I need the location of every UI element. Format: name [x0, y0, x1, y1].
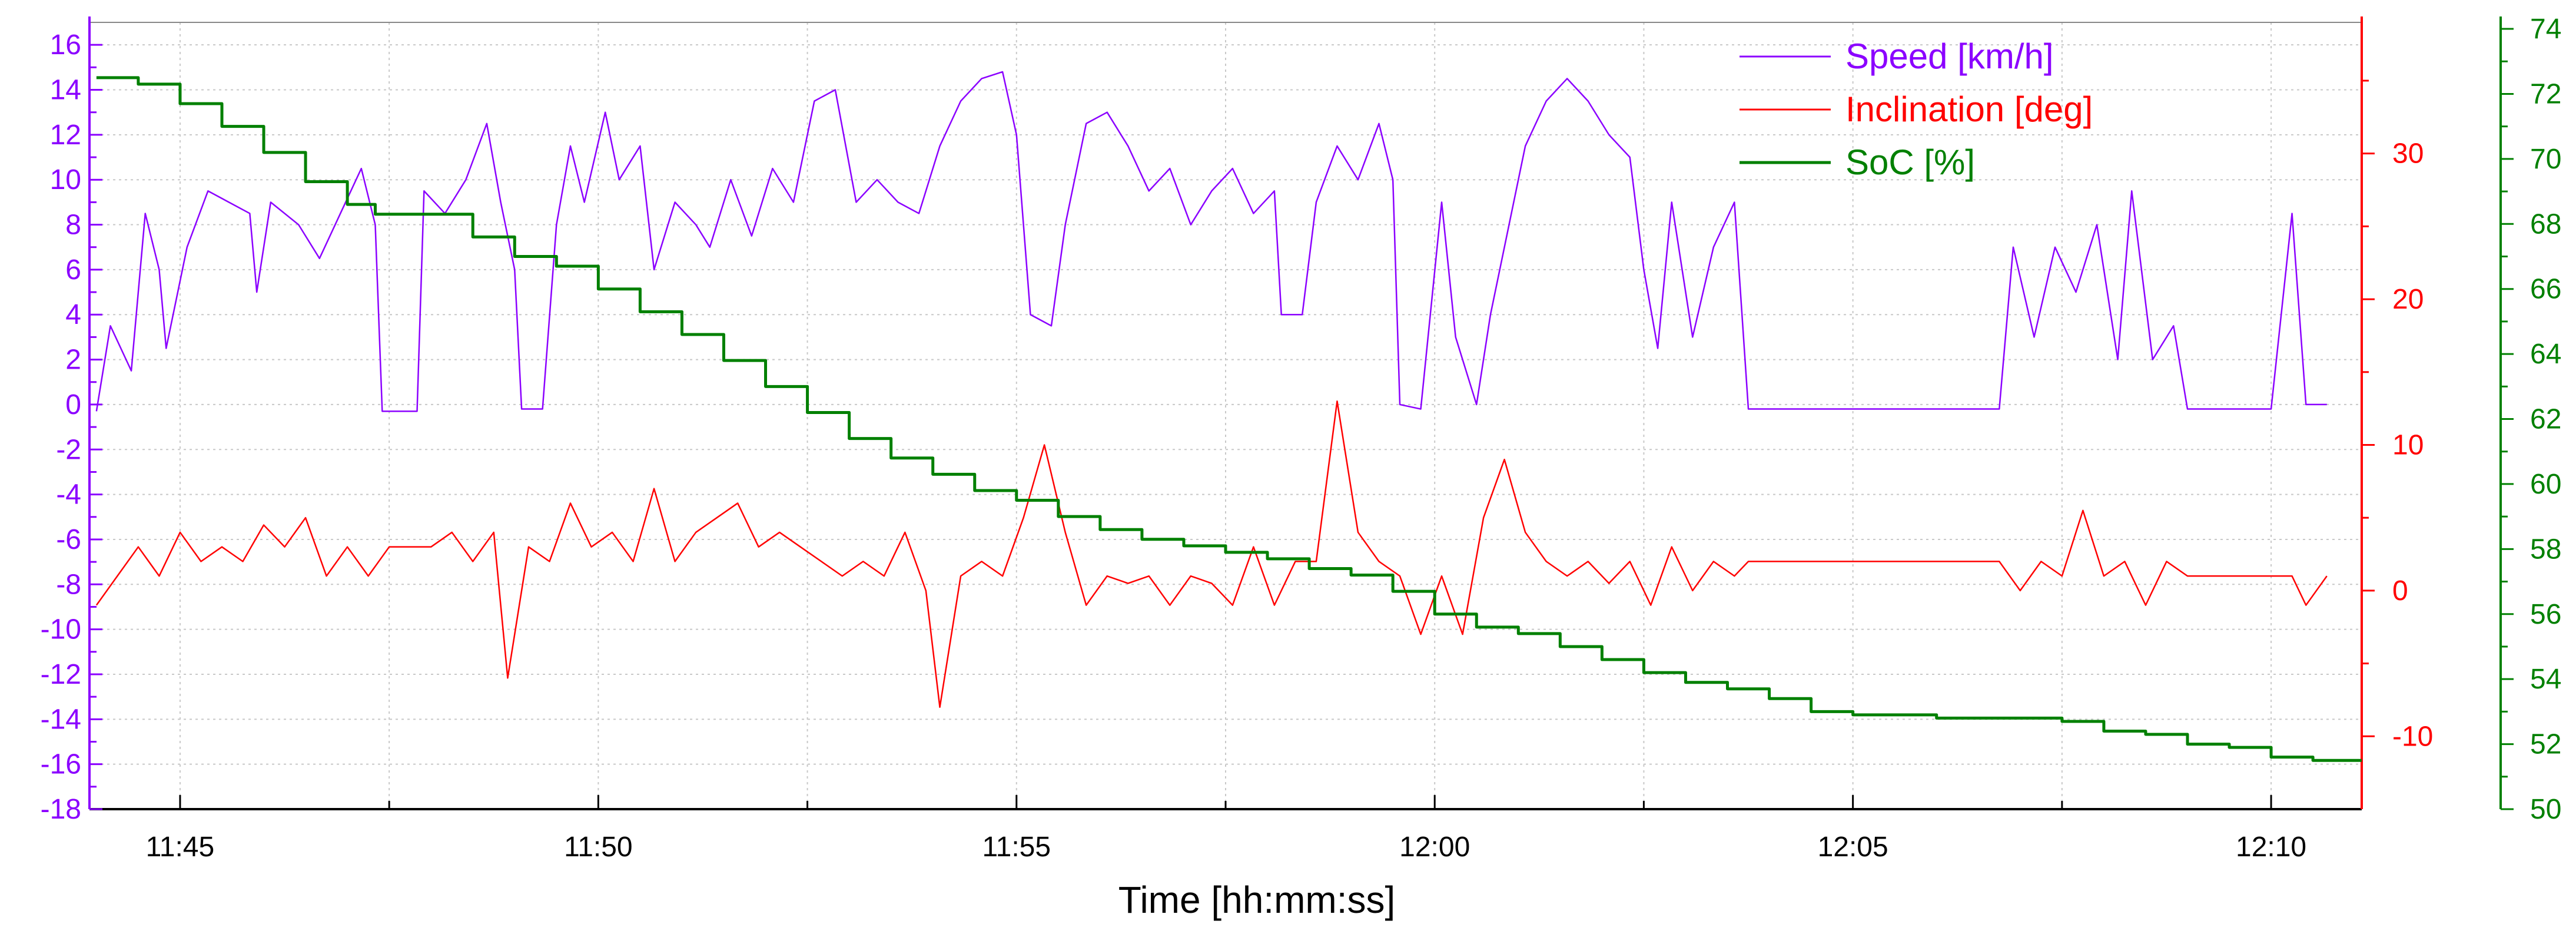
speed-tick-label: -2: [56, 434, 81, 465]
soc-tick-label: 52: [2530, 729, 2561, 760]
soc-tick-label: 74: [2530, 14, 2561, 45]
legend-label-soc: SoC [%]: [1845, 143, 1975, 182]
speed-tick-label: 8: [65, 210, 81, 241]
inclination-tick-label: 30: [2392, 138, 2424, 170]
legend: Speed [km/h] Inclination [deg] SoC [%]: [1740, 37, 2093, 182]
x-tick-label: 12:00: [1399, 832, 1470, 863]
series-line-soc: [96, 76, 2362, 762]
x-tick-label: 11:55: [982, 832, 1051, 863]
inclination-tick-label: -10: [2392, 721, 2433, 752]
grid: [89, 22, 2362, 810]
speed-tick-label: 2: [65, 345, 81, 376]
series-line-speed: [95, 71, 2327, 412]
soc-tick-label: 72: [2530, 78, 2561, 110]
speed-tick-label: -6: [56, 524, 81, 555]
soc-tick-label: 56: [2530, 599, 2561, 630]
x-tick-label: 11:50: [564, 832, 633, 863]
soc-tick-label: 50: [2530, 794, 2561, 825]
speed-tick-label: -18: [41, 794, 81, 825]
soc-tick-label: 64: [2530, 339, 2561, 370]
speed-tick-label: -16: [41, 749, 81, 780]
x-tick-label: 12:05: [1818, 832, 1888, 863]
soc-tick-label: 70: [2530, 144, 2561, 175]
speed-tick-label: -10: [41, 614, 81, 645]
series-lines: [95, 71, 2362, 762]
inclination-tick-label: 10: [2392, 429, 2424, 461]
soc-tick-label: 62: [2530, 404, 2561, 435]
soc-tick-label: 68: [2530, 208, 2561, 240]
speed-tick-label: -14: [41, 704, 81, 735]
legend-label-incl: Inclination [deg]: [1845, 90, 2093, 129]
soc-tick-label: 60: [2530, 469, 2561, 500]
speed-tick-label: -8: [56, 569, 81, 600]
soc-tick-label: 54: [2530, 664, 2561, 695]
speed-tick-label: 10: [50, 164, 81, 196]
series-line-incl: [95, 400, 2328, 708]
axes: 11:45 11:50 11:55 12:00 12:05 12:10 16 14 12 10 8 6…: [41, 14, 2562, 863]
inclination-tick-label: 20: [2392, 284, 2424, 315]
x-tick-label: 12:10: [2236, 832, 2306, 863]
soc-tick-label: 66: [2530, 274, 2561, 305]
speed-tick-label: 12: [50, 120, 81, 151]
speed-tick-label: 0: [65, 389, 81, 420]
speed-tick-label: 14: [50, 75, 81, 106]
soc-tick-label: 58: [2530, 534, 2561, 565]
inclination-tick-label: 0: [2392, 575, 2408, 607]
speed-tick-label: -4: [56, 479, 81, 511]
speed-tick-label: -12: [41, 659, 81, 690]
speed-tick-label: 4: [65, 299, 81, 330]
x-tick-label: 11:45: [146, 832, 215, 863]
legend-label-speed: Speed [km/h]: [1845, 37, 2054, 76]
x-axis-title: Time [hh:mm:ss]: [1118, 879, 1396, 921]
speed-tick-label: 16: [50, 29, 81, 61]
speed-tick-label: 6: [65, 254, 81, 286]
